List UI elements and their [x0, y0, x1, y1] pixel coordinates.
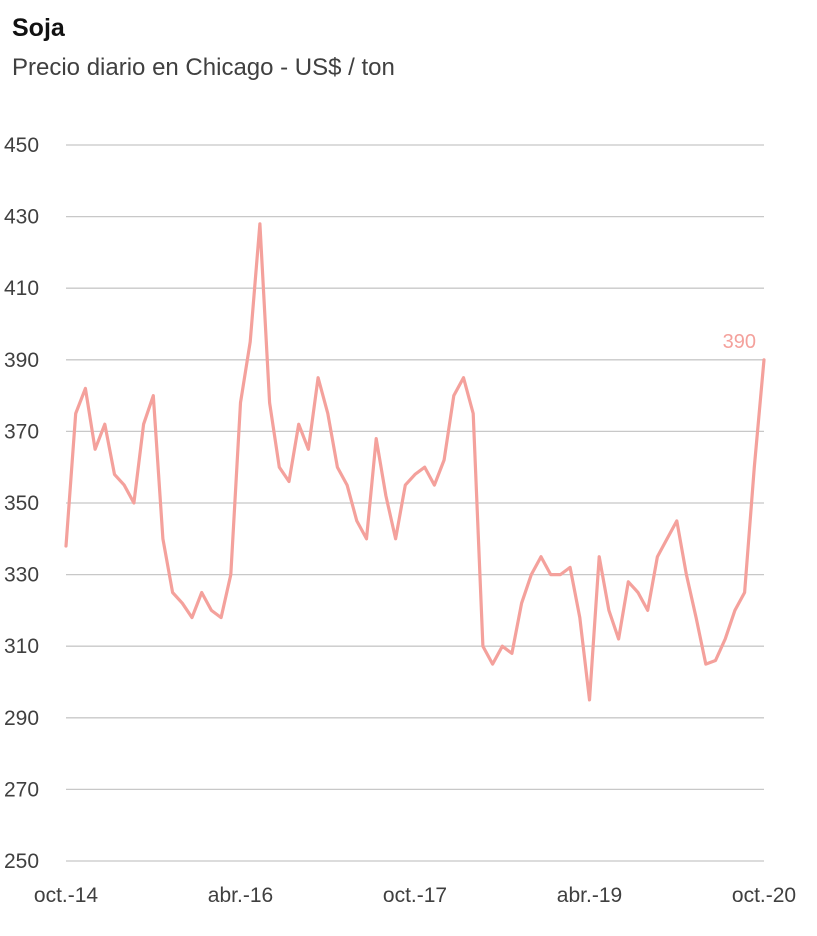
x-tick-label: oct.-14	[34, 884, 99, 907]
y-tick-label: 330	[4, 564, 39, 587]
y-tick-label: 450	[4, 134, 39, 157]
y-axis-ticks: 250 270 290 310 330 350 370 390 410 430 450	[4, 134, 39, 873]
chart-subtitle: Precio diario en Chicago - US$ / ton	[12, 54, 395, 81]
x-tick-label: oct.-17	[383, 884, 447, 907]
y-tick-label: 430	[4, 206, 39, 229]
x-axis-ticks: oct.-14 abr.-16 oct.-17 abr.-19 oct.-20	[34, 884, 796, 907]
last-value-label: 390	[723, 331, 756, 353]
y-tick-label: 370	[4, 420, 39, 443]
series-line	[64, 222, 766, 702]
x-tick-label: abr.-19	[557, 884, 622, 907]
y-tick-label: 250	[4, 850, 39, 873]
y-tick-label: 410	[4, 277, 39, 300]
x-tick-label: oct.-20	[732, 884, 796, 907]
y-tick-label: 310	[4, 635, 39, 658]
chart-title: Soja	[12, 14, 65, 42]
gridlines	[66, 144, 764, 862]
y-tick-label: 390	[4, 349, 39, 372]
y-tick-label: 290	[4, 707, 39, 730]
y-tick-label: 270	[4, 778, 39, 801]
x-tick-label: abr.-16	[208, 884, 273, 907]
y-tick-label: 350	[4, 492, 39, 515]
